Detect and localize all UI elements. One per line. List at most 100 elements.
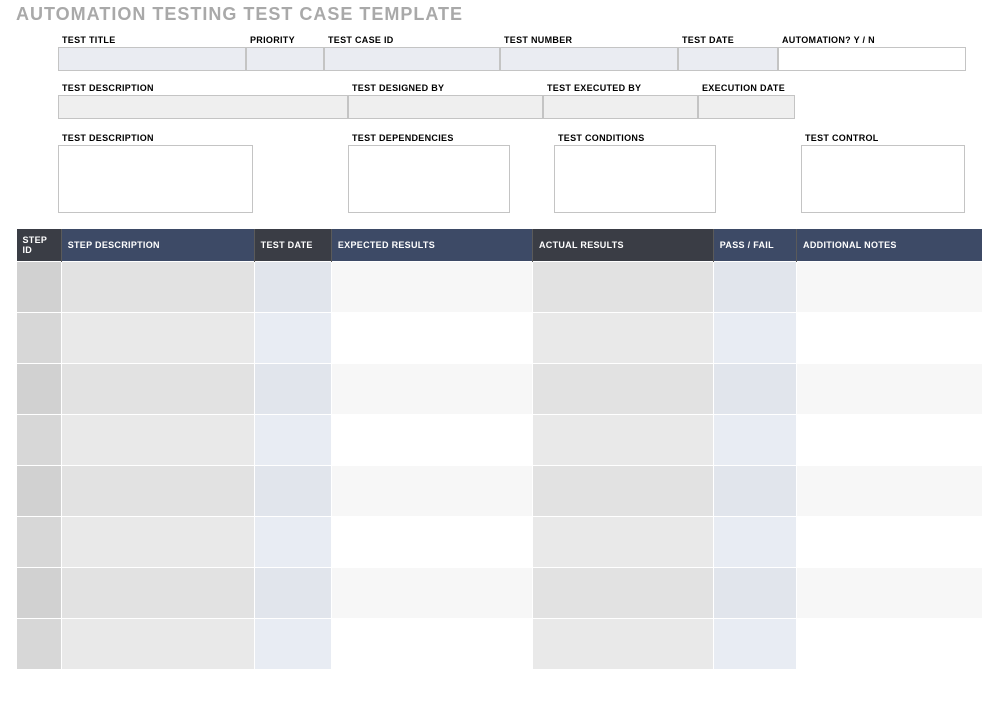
page-title: AUTOMATION TESTING TEST CASE TEMPLATE [0, 0, 982, 31]
meta-section: TEST TITLE PRIORITY TEST CASE ID TEST NU… [0, 31, 982, 213]
table-cell[interactable] [797, 619, 982, 670]
input-designed-by[interactable] [348, 95, 543, 119]
label-designed-by: TEST DESIGNED BY [348, 79, 543, 95]
table-row [17, 364, 982, 415]
table-cell[interactable] [713, 568, 796, 619]
table-cell[interactable] [331, 364, 532, 415]
label-test-description-1: TEST DESCRIPTION [58, 79, 348, 95]
input-dependencies[interactable] [348, 145, 510, 213]
table-cell[interactable] [532, 568, 713, 619]
table-cell[interactable] [331, 568, 532, 619]
input-test-description-1[interactable] [58, 95, 348, 119]
table-cell[interactable] [797, 415, 982, 466]
table-cell[interactable] [61, 313, 254, 364]
input-test-number[interactable] [500, 47, 678, 71]
table-cell[interactable] [17, 466, 62, 517]
label-test-title: TEST TITLE [58, 31, 246, 47]
table-cell[interactable] [713, 262, 796, 313]
table-cell[interactable] [532, 313, 713, 364]
table-row [17, 619, 982, 670]
table-cell[interactable] [331, 415, 532, 466]
table-cell[interactable] [331, 262, 532, 313]
table-body [17, 262, 982, 670]
table-cell[interactable] [254, 415, 331, 466]
table-cell[interactable] [797, 313, 982, 364]
input-test-date[interactable] [678, 47, 778, 71]
input-conditions[interactable] [554, 145, 716, 213]
table-header-cell: EXPECTED RESULTS [331, 229, 532, 262]
table-cell[interactable] [254, 466, 331, 517]
table-cell[interactable] [331, 466, 532, 517]
input-test-case-id[interactable] [324, 47, 500, 71]
table-header-cell: TEST DATE [254, 229, 331, 262]
table-row [17, 568, 982, 619]
table-cell[interactable] [17, 364, 62, 415]
label-conditions: TEST CONDITIONS [554, 129, 716, 145]
table-cell[interactable] [713, 466, 796, 517]
table-cell[interactable] [254, 364, 331, 415]
label-execution-date: EXECUTION DATE [698, 79, 795, 95]
meta-row-1: TEST TITLE PRIORITY TEST CASE ID TEST NU… [58, 31, 966, 71]
table-cell[interactable] [797, 466, 982, 517]
table-cell[interactable] [713, 619, 796, 670]
steps-table-section: STEP IDSTEP DESCRIPTIONTEST DATEEXPECTED… [0, 229, 982, 670]
table-cell[interactable] [532, 517, 713, 568]
table-cell[interactable] [713, 313, 796, 364]
table-cell[interactable] [797, 517, 982, 568]
table-cell[interactable] [532, 262, 713, 313]
table-cell[interactable] [61, 517, 254, 568]
table-row [17, 517, 982, 568]
table-cell[interactable] [331, 313, 532, 364]
table-cell[interactable] [17, 262, 62, 313]
input-execution-date[interactable] [698, 95, 795, 119]
table-header-row: STEP IDSTEP DESCRIPTIONTEST DATEEXPECTED… [17, 229, 982, 262]
table-cell[interactable] [17, 313, 62, 364]
table-row [17, 313, 982, 364]
table-header-cell: ACTUAL RESULTS [532, 229, 713, 262]
meta-row-2: TEST DESCRIPTION TEST DESIGNED BY TEST E… [58, 79, 966, 119]
label-control: TEST CONTROL [801, 129, 965, 145]
table-cell[interactable] [713, 517, 796, 568]
table-cell[interactable] [532, 364, 713, 415]
table-cell[interactable] [61, 262, 254, 313]
table-cell[interactable] [713, 364, 796, 415]
table-header-cell: PASS / FAIL [713, 229, 796, 262]
table-cell[interactable] [532, 466, 713, 517]
meta-row-3: TEST DESCRIPTION TEST DEPENDENCIES TEST … [58, 129, 966, 213]
table-cell[interactable] [254, 517, 331, 568]
table-cell[interactable] [713, 415, 796, 466]
table-cell[interactable] [331, 619, 532, 670]
table-header-cell: ADDITIONAL NOTES [797, 229, 982, 262]
input-test-title[interactable] [58, 47, 246, 71]
table-cell[interactable] [17, 568, 62, 619]
table-cell[interactable] [797, 262, 982, 313]
table-cell[interactable] [254, 262, 331, 313]
table-cell[interactable] [17, 619, 62, 670]
label-automation: AUTOMATION? Y / N [778, 31, 966, 47]
input-control[interactable] [801, 145, 965, 213]
table-cell[interactable] [254, 568, 331, 619]
label-executed-by: TEST EXECUTED BY [543, 79, 698, 95]
table-cell[interactable] [254, 313, 331, 364]
input-executed-by[interactable] [543, 95, 698, 119]
table-cell[interactable] [532, 619, 713, 670]
table-cell[interactable] [61, 568, 254, 619]
table-header-cell: STEP ID [17, 229, 62, 262]
table-row [17, 466, 982, 517]
input-automation[interactable] [778, 47, 966, 71]
input-priority[interactable] [246, 47, 324, 71]
table-cell[interactable] [17, 415, 62, 466]
input-test-description-2[interactable] [58, 145, 253, 213]
label-test-number: TEST NUMBER [500, 31, 678, 47]
table-cell[interactable] [61, 415, 254, 466]
table-cell[interactable] [331, 517, 532, 568]
table-cell[interactable] [17, 517, 62, 568]
table-cell[interactable] [797, 364, 982, 415]
table-cell[interactable] [532, 415, 713, 466]
table-cell[interactable] [61, 364, 254, 415]
table-cell[interactable] [254, 619, 331, 670]
table-cell[interactable] [797, 568, 982, 619]
label-test-description-2: TEST DESCRIPTION [58, 129, 253, 145]
table-cell[interactable] [61, 466, 254, 517]
table-cell[interactable] [61, 619, 254, 670]
